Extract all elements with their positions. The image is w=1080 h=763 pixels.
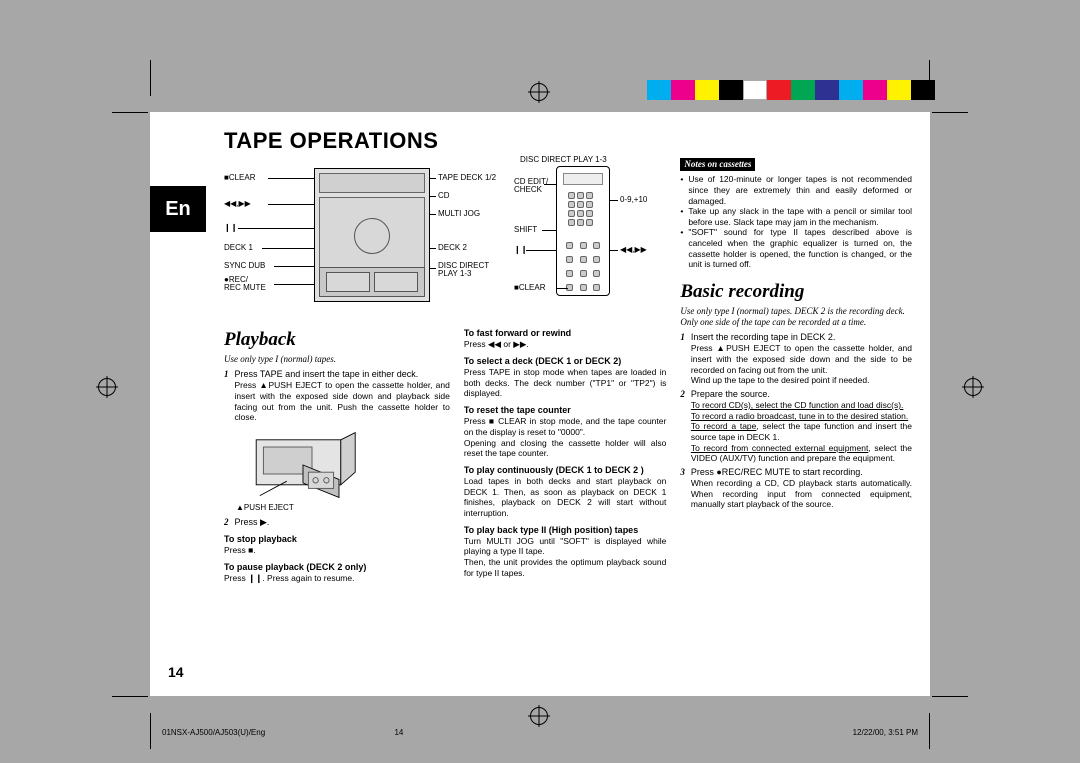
cont-title: To play continuously (DECK 1 to DECK 2 ) <box>464 465 666 476</box>
step-body: Press ▲PUSH EJECT to open the cassette h… <box>235 380 450 423</box>
registration-mark <box>530 707 548 725</box>
stop-title: To stop playback <box>224 534 450 545</box>
column-recording: Notes on cassettes Use of 120-minute or … <box>680 158 912 584</box>
diagram-label: MULTI JOG <box>438 210 480 218</box>
diagram-label: ■CLEAR <box>224 174 256 182</box>
language-tab: En <box>150 186 206 232</box>
column-playback-cont: To fast forward or rewind Press ◀◀ or ▶▶… <box>464 328 666 584</box>
note-item: Take up any slack in the tape with a pen… <box>680 206 912 227</box>
step-lead: Press ●REC/REC MUTE to start recording. <box>691 467 863 477</box>
registration-mark <box>530 83 548 101</box>
note-item: "SOFT" sound for type II tapes described… <box>680 227 912 270</box>
remote-illustration <box>556 166 610 296</box>
reset-body: Press ■ CLEAR in stop mode, and the tape… <box>464 416 666 437</box>
step-lead: Insert the recording tape in DECK 2. <box>691 332 836 342</box>
reset-title: To reset the tape counter <box>464 405 666 416</box>
step-number: 2 <box>224 517 229 528</box>
step-lead: Press TAPE and insert the tape in either… <box>235 369 419 379</box>
footer-page: 14 <box>394 728 403 737</box>
diagram-label: DISC DIRECT PLAY 1-3 <box>438 262 489 279</box>
push-eject-label: ▲PUSH EJECT <box>236 503 450 513</box>
ff-body: Press ◀◀ or ▶▶. <box>464 339 666 350</box>
playback-note: Use only type I (normal) tapes. <box>224 354 450 365</box>
diagram-label: ■CLEAR <box>514 284 546 292</box>
type2-body2: Then, the unit provides the optimum play… <box>464 557 666 578</box>
recording-note: Use only type I (normal) tapes. DECK 2 i… <box>680 306 912 329</box>
recording-heading: Basic recording <box>680 280 912 304</box>
diagram-label: ❙❙ <box>224 224 237 232</box>
footer-timestamp: 12/22/00, 3:51 PM <box>853 728 918 737</box>
step-number: 1 <box>224 369 229 423</box>
page-number: 14 <box>168 664 184 680</box>
step-number: 1 <box>680 332 685 386</box>
registration-mark <box>964 378 982 396</box>
step-lead: Press ▶. <box>235 517 270 527</box>
diagram-label: 0-9,+10 <box>620 196 647 204</box>
diagram-label: SYNC DUB <box>224 262 265 270</box>
step-number: 3 <box>680 467 685 510</box>
select-title: To select a deck (DECK 1 or DECK 2) <box>464 356 666 367</box>
step-body: When recording a CD, CD playback starts … <box>691 478 912 510</box>
stereo-illustration <box>314 168 430 302</box>
cassette-illustration <box>248 429 358 501</box>
step-lead: Prepare the source. <box>691 389 770 399</box>
device-diagram: ■CLEAR ◀◀,▶▶ ❙❙ DECK 1 SYNC DUB ●REC/ RE… <box>224 160 702 318</box>
note-item: Use of 120-minute or longer tapes is not… <box>680 174 912 206</box>
print-footer: 01NSX-AJ500/AJ503(U)/Eng 14 12/22/00, 3:… <box>162 728 918 737</box>
type2-body1: Turn MULTI JOG until "SOFT" is displayed… <box>464 536 666 557</box>
diagram-label: TAPE DECK 1/2 <box>438 174 496 182</box>
type2-title: To play back type II (High position) tap… <box>464 525 666 536</box>
column-playback: Playback Use only type I (normal) tapes.… <box>224 328 450 584</box>
diagram-label: ◀◀,▶▶ <box>620 246 647 254</box>
registration-mark <box>98 378 116 396</box>
pause-title: To pause playback (DECK 2 only) <box>224 562 450 573</box>
diagram-label: SHIFT <box>514 226 537 234</box>
diagram-label: DECK 1 <box>224 244 253 252</box>
footer-doc-id: 01NSX-AJ500/AJ503(U)/Eng <box>162 728 265 737</box>
step-body: To record CD(s), select the CD function … <box>691 400 912 464</box>
step-number: 2 <box>680 389 685 464</box>
notes-list: Use of 120-minute or longer tapes is not… <box>680 174 912 270</box>
diagram-label: DECK 2 <box>438 244 467 252</box>
diagram-label: CD EDIT/ CHECK <box>514 178 548 195</box>
page-title: TAPE OPERATIONS <box>224 128 912 154</box>
select-body: Press TAPE in stop mode when tapes are l… <box>464 367 666 399</box>
stop-body: Press ■. <box>224 545 450 556</box>
playback-heading: Playback <box>224 328 450 352</box>
diagram-label: DISC DIRECT PLAY 1-3 <box>520 156 607 164</box>
manual-page: En TAPE OPERATIONS ■CLEAR ◀◀,▶▶ ❙❙ DECK … <box>150 112 930 696</box>
diagram-label: CD <box>438 192 450 200</box>
diagram-label: ◀◀,▶▶ <box>224 200 251 208</box>
color-registration-bar <box>647 80 935 100</box>
diagram-label: ●REC/ REC MUTE <box>224 276 266 293</box>
ff-title: To fast forward or rewind <box>464 328 666 339</box>
cont-body: Load tapes in both decks and start playb… <box>464 476 666 519</box>
step-body: Press ▲PUSH EJECT to open the cassette h… <box>691 343 912 386</box>
pause-body: Press ❙❙. Press again to resume. <box>224 573 450 584</box>
reset-body2: Opening and closing the cassette holder … <box>464 438 666 459</box>
